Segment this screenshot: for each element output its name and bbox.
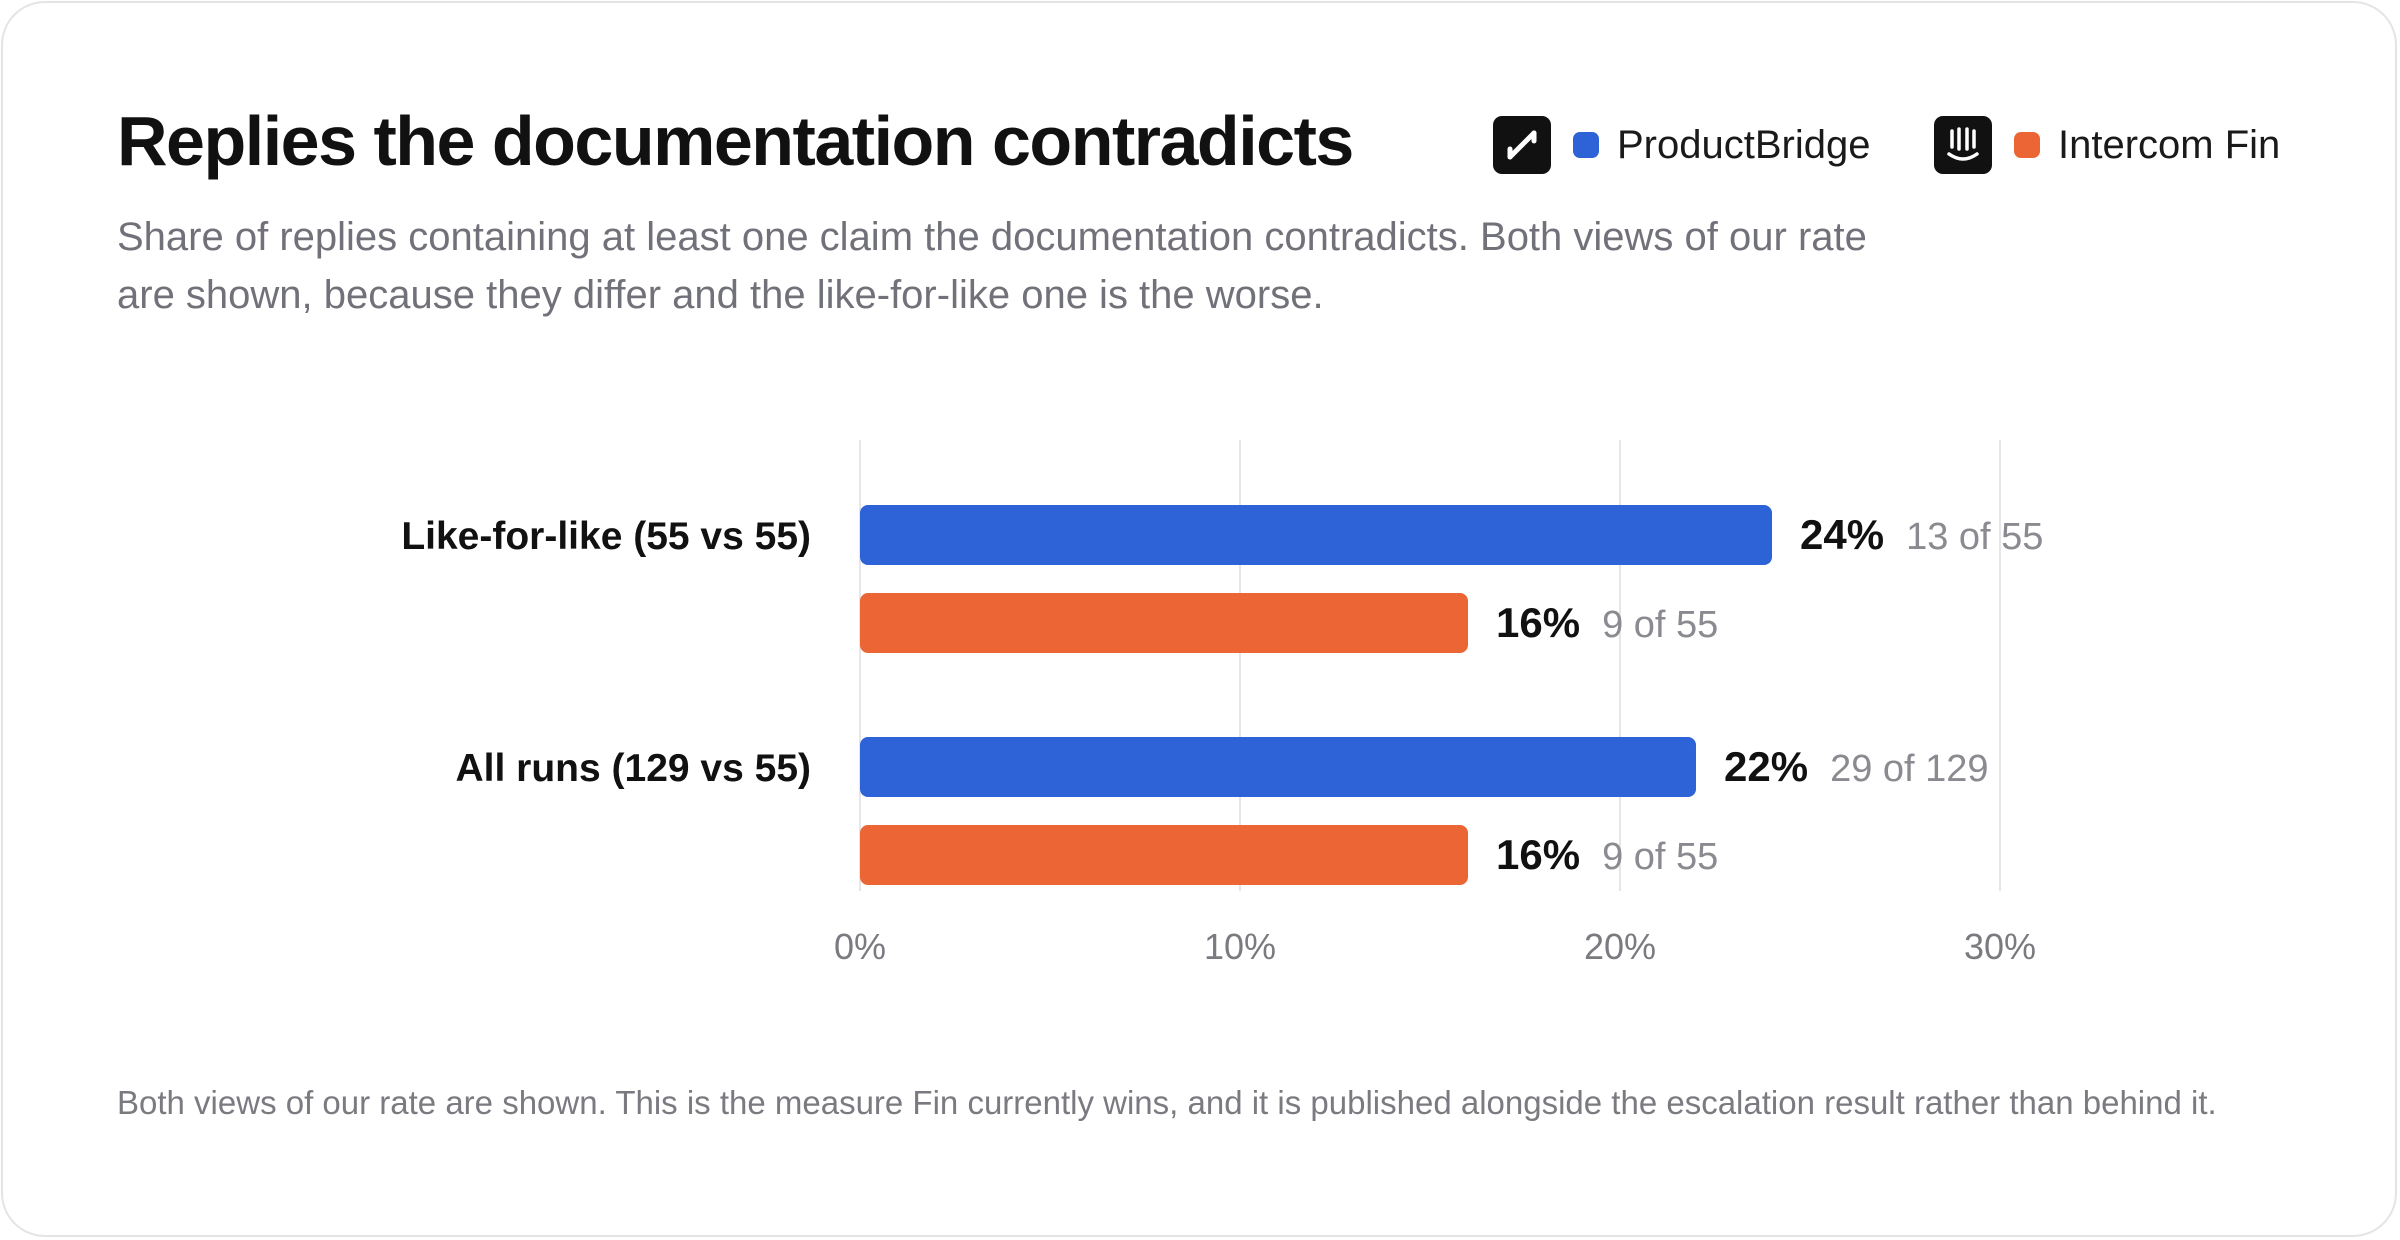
bar-chart: 0% 10% 20% 30% Like-for-like (55 vs 55) 24% 13… [401,440,2043,967]
legend-label-productbridge: ProductBridge [1617,122,1871,167]
category-label: All runs (129 vs 55) [456,747,812,790]
x-tick-label: 20% [1584,926,1656,967]
bar-count-label: 13 of 55 [1906,516,2043,558]
bar [860,505,1772,565]
bar-count-label: 9 of 55 [1602,604,1718,646]
legend-item-intercom-fin: Intercom Fin [1934,115,2280,175]
bar-count-label: 9 of 55 [1602,836,1718,878]
category-label: Like-for-like (55 vs 55) [401,515,811,558]
bar-value-label: 16% [1496,599,1580,646]
legend-swatch-intercom-fin [2014,132,2040,158]
legend-swatch-productbridge [1573,132,1599,158]
bar-value-label: 16% [1496,831,1580,878]
bar-count-label: 29 of 129 [1830,748,1988,790]
x-tick-label: 30% [1964,926,2036,967]
chart-subtitle: Share of replies containing at least one… [117,215,1867,317]
bar [860,825,1468,885]
bar [860,593,1468,653]
bar-value-label: 24% [1800,511,1884,558]
bar-value-label: 22% [1724,743,1808,790]
legend-label-intercom-fin: Intercom Fin [2058,122,2281,167]
chart-footnote: Both views of our rate are shown. This i… [117,1084,2217,1121]
legend-item-productbridge: ProductBridge [1493,115,1870,175]
productbridge-logo-icon [1493,116,1551,174]
chart-title: Replies the documentation contradicts [117,102,1354,180]
bar [860,737,1696,797]
intercom-logo-icon [1934,116,1992,174]
x-tick-label: 0% [834,926,886,967]
x-tick-label: 10% [1204,926,1276,967]
